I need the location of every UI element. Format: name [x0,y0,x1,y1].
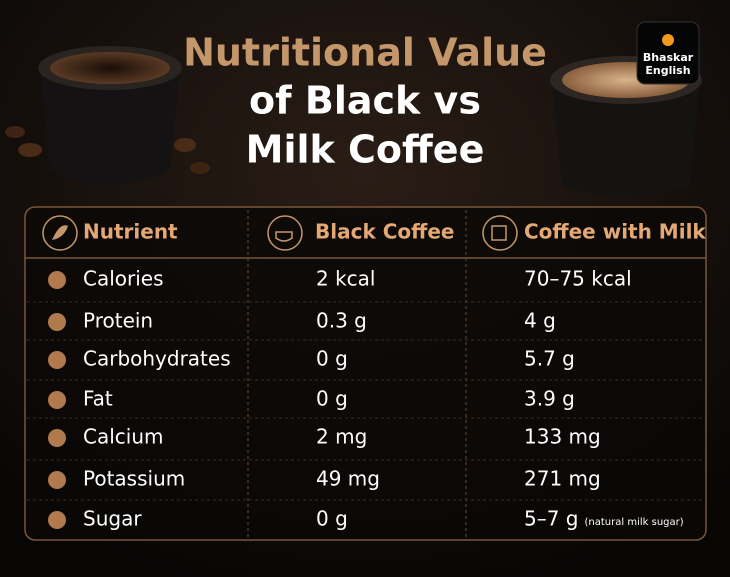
title: Nutritional Value [183,31,547,75]
row-icon [48,471,66,489]
cell-value: 2 kcal [316,267,375,291]
cell-value: 0 g [316,387,348,411]
cell-value: 5.7 g [524,347,575,371]
column-header: Black Coffee [315,220,454,244]
table [24,206,707,541]
column-header: Coffee with Milk [524,220,706,244]
milk-coffee-cup [550,56,702,198]
cell-value: 271 mg [524,467,601,491]
cell-value: 4 g [524,309,556,333]
nutrient-name: Potassium [83,467,185,491]
row-icon [48,313,66,331]
cell-value: 49 mg [316,467,380,491]
row-icon [48,351,66,369]
row-icon [48,429,66,447]
cell-value: 133 mg [524,425,601,449]
row-icon [48,271,66,289]
title: Milk Coffee [246,128,485,172]
cell-value: 0.3 g [316,309,367,333]
cell-value: 70–75 kcal [524,267,632,291]
logo-text: Bhaskar [643,51,694,64]
nutrient-name: Carbohydrates [83,347,231,371]
cell-value: 2 mg [316,425,367,449]
logo-text: English [645,64,690,77]
nutrient-name: Protein [83,309,153,333]
cell-value: 5–7 g [524,507,579,531]
black-coffee-cup [5,46,210,185]
row-icon [48,511,66,529]
nutrient-name: Calcium [83,425,164,449]
logo: Bhaskar English [636,21,700,85]
cell-value: 3.9 g [524,387,575,411]
nutrient-name: Calories [83,267,164,291]
footnote: (natural milk sugar) [585,517,684,528]
row-icon [48,391,66,409]
column-header: Nutrient [83,220,178,244]
title: of Black vs [249,79,481,123]
cell-value: 0 g [316,347,348,371]
nutrient-name: Sugar [83,507,142,531]
cell-value: 0 g [316,507,348,531]
nutrient-name: Fat [83,387,113,411]
